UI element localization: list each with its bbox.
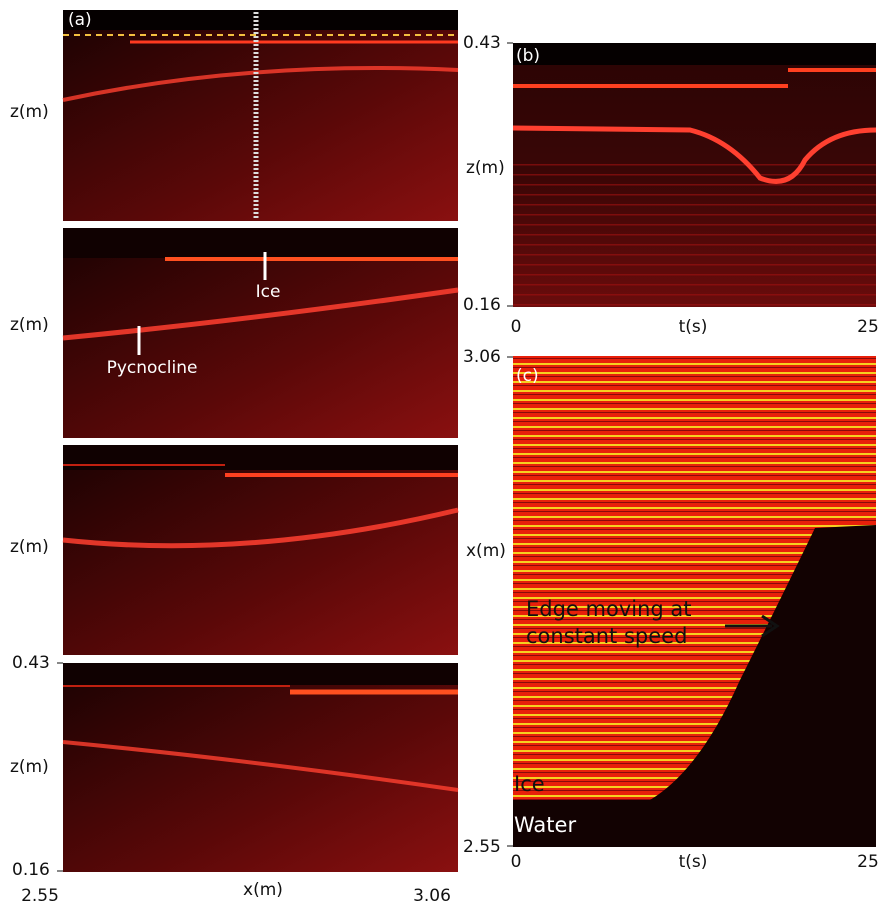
y-label: x(m) (466, 541, 506, 561)
x-tick-label: 2.55 (21, 886, 59, 906)
pycnocline (512, 125, 877, 184)
panel-label: (a) (68, 10, 92, 30)
y-label: z(m) (10, 102, 49, 122)
annotation: Water (514, 813, 576, 837)
panel-label: (b) (516, 46, 540, 66)
water-region (513, 525, 876, 847)
panel-image (63, 663, 458, 685)
annotation: Ice (514, 772, 545, 796)
y-tick-label: 0.43 (463, 33, 501, 53)
pycnocline (62, 287, 459, 341)
annotation: Edge moving at (526, 597, 692, 621)
arrow-head (761, 614, 780, 638)
y-label: z(m) (10, 537, 49, 557)
panel-image (63, 445, 458, 655)
panel-image (513, 160, 876, 307)
panel-b (512, 43, 877, 307)
x-label: x(m) (243, 880, 283, 900)
x-label: t(s) (679, 317, 708, 337)
x-tick-label: 0 (511, 317, 522, 337)
panel-label: (c) (516, 366, 539, 386)
annotation: Ice (256, 282, 281, 302)
y-label: z(m) (10, 315, 49, 335)
x-tick-label: 3.06 (413, 886, 451, 906)
y-tick-label: 0.43 (12, 653, 50, 673)
pycnocline (62, 740, 459, 792)
y-tick-label: 3.06 (463, 347, 501, 367)
annotation: Pycnocline (107, 358, 198, 378)
panel-image (513, 43, 876, 65)
panel-image (63, 663, 458, 872)
y-label: z(m) (10, 757, 49, 777)
x-tick-label: 25 (857, 317, 879, 337)
annotation: constant speed (526, 624, 687, 648)
pycnocline (62, 507, 459, 549)
panel-image (63, 10, 458, 30)
panel-image (63, 228, 458, 258)
y-tick-label: 0.16 (12, 860, 50, 880)
panel-image (63, 10, 458, 221)
panel-c (513, 356, 876, 847)
left-panels (62, 10, 459, 872)
y-tick-label: 0.16 (463, 295, 501, 315)
y-tick-label: 2.55 (463, 837, 501, 857)
panel-image (63, 445, 458, 470)
x-tick-label: 25 (857, 852, 879, 872)
x-label: t(s) (679, 852, 708, 872)
y-label: z(m) (466, 158, 505, 178)
x-tick-label: 0 (511, 852, 522, 872)
